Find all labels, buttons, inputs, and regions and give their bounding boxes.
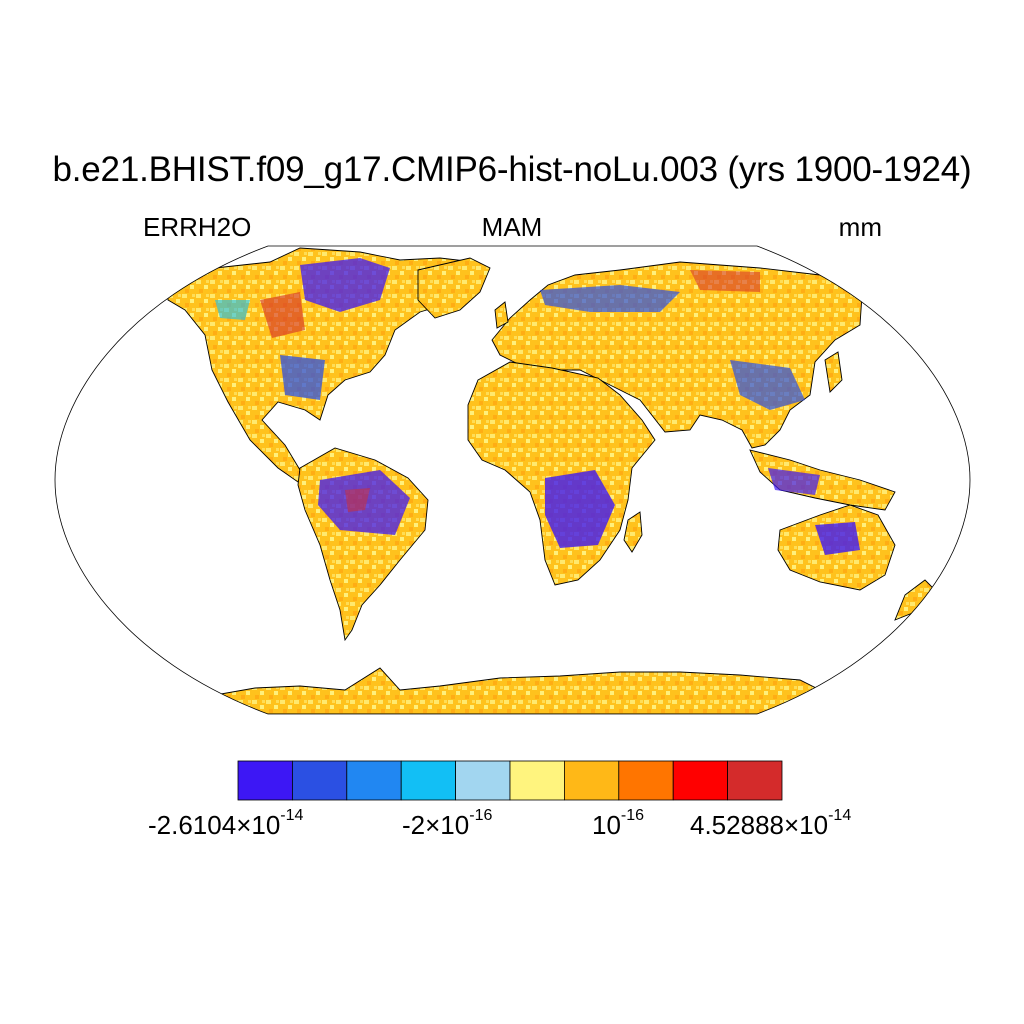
map-boundary (54, 245, 971, 715)
colorbar-swatch-4 (455, 760, 511, 801)
greenland (417, 257, 491, 319)
colorbar-label-pos: 10-16 (592, 807, 645, 840)
colorbar-swatch-7 (618, 760, 674, 801)
colorbar-label-max-mantissa: 4.52888 (690, 810, 784, 840)
colorbar-label-min: -2.6104×10-14 (148, 807, 304, 840)
colorbar-label-pos-exponent: -16 (620, 807, 645, 825)
colorbar-swatch-9 (727, 760, 783, 801)
variable-label: ERRH2O (143, 212, 252, 242)
british-isles (494, 301, 509, 329)
colorbar-swatch-5 (509, 760, 565, 801)
antarctica (214, 667, 831, 714)
colorbar-swatch-6 (564, 760, 620, 801)
anomaly-patches (215, 258, 860, 555)
colorbar-swatch-3 (400, 760, 457, 801)
colorbar-label-min-mantissa: -2.6104 (148, 810, 237, 840)
colorbar-swatch-0 (237, 760, 293, 801)
colorbar-swatch-1 (291, 760, 348, 801)
japan (824, 351, 843, 393)
colorbar-label-neg-exponent: -16 (469, 807, 493, 825)
units-label: mm (838, 212, 882, 242)
colorbar-label-min-exponent: -14 (280, 807, 304, 825)
season-label: MAM (481, 212, 543, 242)
colorbar-swatch-8 (672, 760, 729, 801)
colorbar-label-neg: -2×10-16 (402, 807, 493, 840)
new-zealand (894, 579, 936, 621)
map-title: b.e21.BHIST.f09_g17.CMIP6-hist-noLu.003 … (52, 150, 972, 189)
southeast-asia (749, 449, 896, 511)
colorbar-label-max: 4.52888×10-14 (690, 807, 852, 840)
colorbar-label-max-exponent: -14 (828, 807, 852, 825)
africa (467, 361, 656, 586)
colorbar-label-neg-mantissa: -2 (402, 810, 426, 840)
madagascar (623, 511, 643, 553)
colorbar (237, 760, 783, 801)
colorbar-swatch-2 (346, 760, 402, 801)
